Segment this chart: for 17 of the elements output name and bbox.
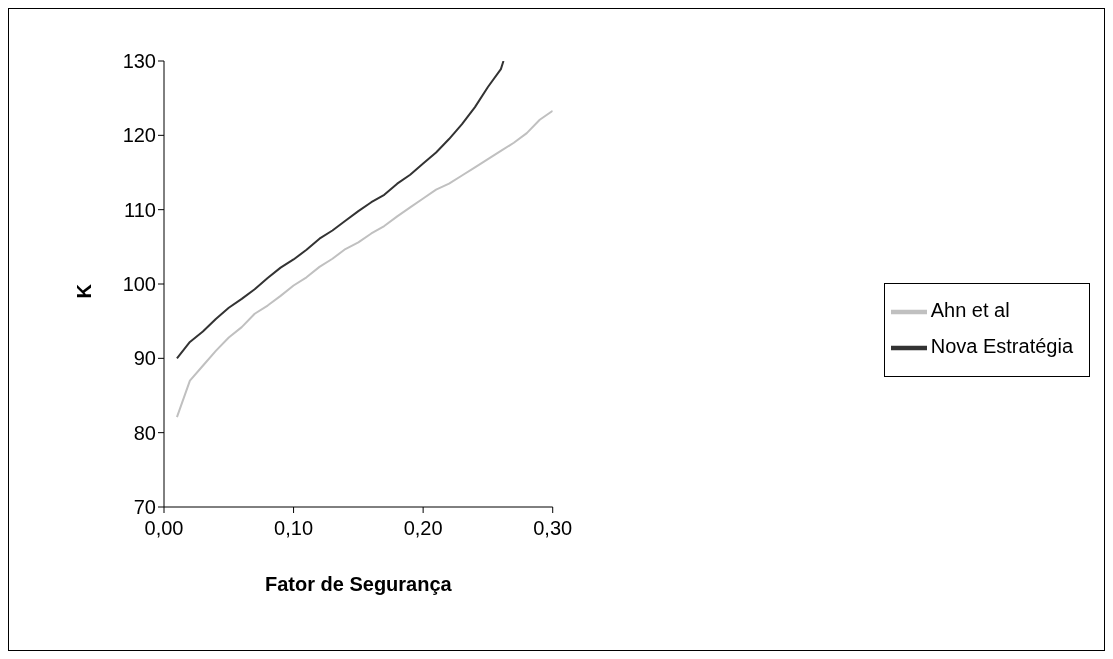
x-tick-label: 0,30 — [533, 517, 573, 540]
y-axis-title: K — [73, 283, 96, 299]
y-tick-label: 120 — [122, 124, 156, 147]
y-tick-label: 100 — [122, 273, 156, 296]
line-series — [175, 61, 505, 360]
legend-label: Ahn et al — [930, 298, 1010, 321]
x-tick-label: 0,00 — [144, 517, 184, 540]
x-tick-label: 0,20 — [403, 517, 443, 540]
x-tick-label: 0,10 — [274, 517, 314, 540]
x-axis-title: Fator de Segurança — [264, 573, 453, 596]
y-tick-label: 90 — [133, 347, 156, 370]
y-tick-label: 130 — [122, 50, 156, 73]
legend-label: Nova Estratégia — [930, 334, 1073, 357]
y-tick-label: 70 — [133, 496, 156, 519]
y-tick-label: 80 — [133, 421, 156, 444]
line-series — [175, 109, 553, 419]
y-tick-label: 110 — [124, 198, 156, 221]
